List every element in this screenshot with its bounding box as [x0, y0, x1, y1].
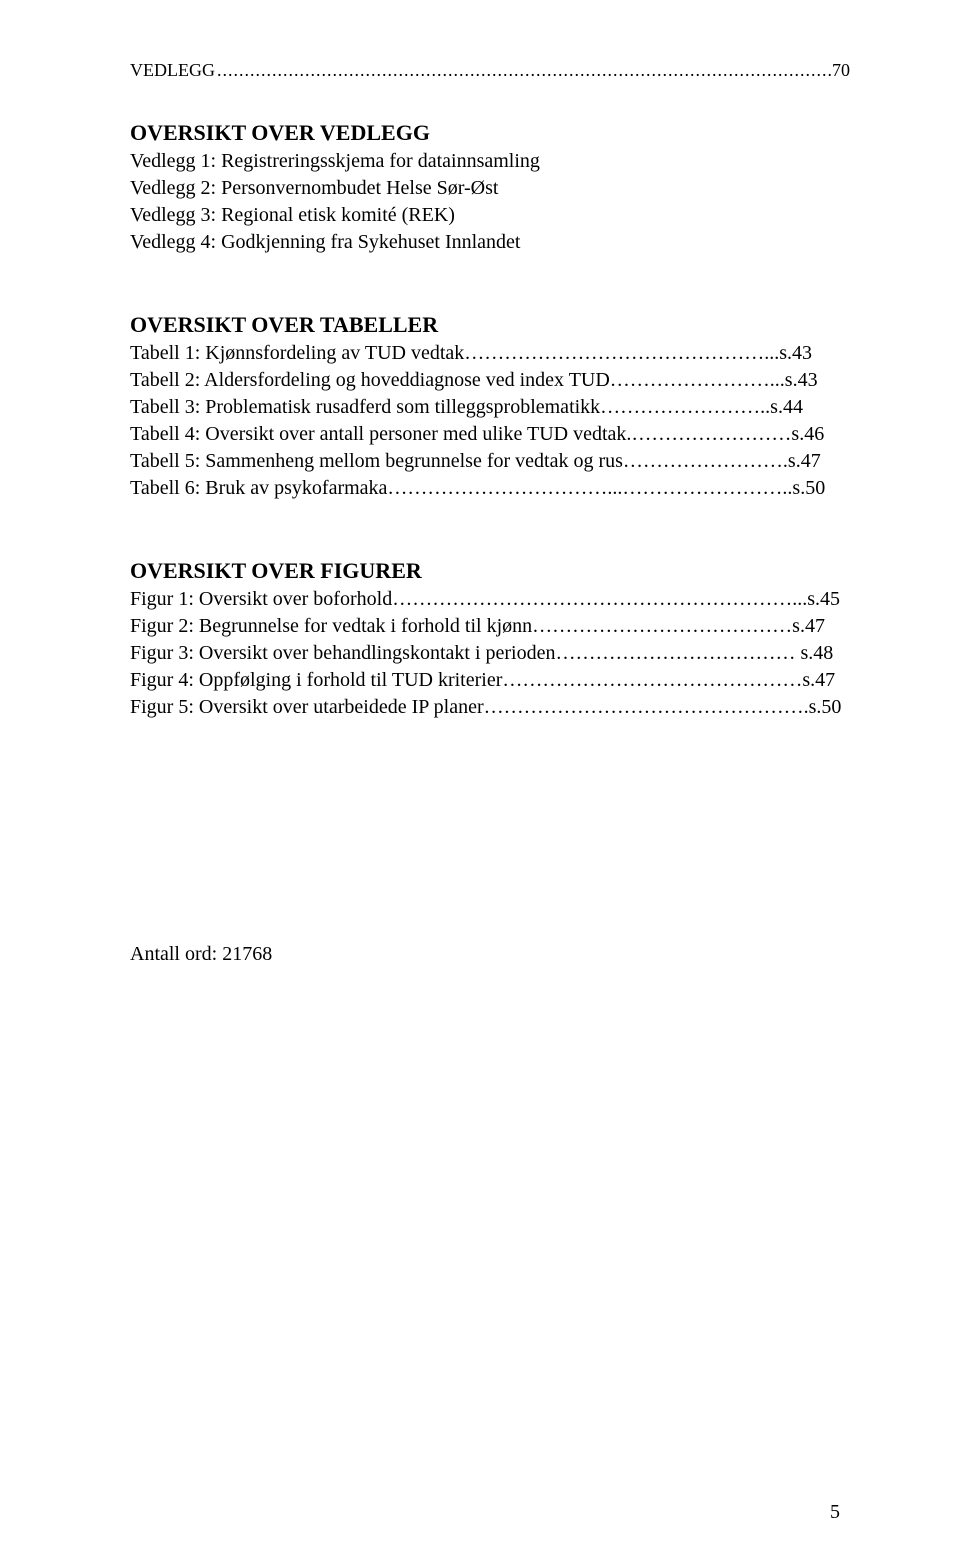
tabell-item: Tabell 2: Aldersfordeling og hoveddiagno…: [130, 367, 850, 394]
figur-item: Figur 4: Oppfølging i forhold til TUD kr…: [130, 667, 850, 694]
tabell-item: Tabell 6: Bruk av psykofarmaka……………………………: [130, 475, 850, 502]
vedlegg-item: Vedlegg 3: Regional etisk komité (REK): [130, 202, 850, 229]
vedlegg-item: Vedlegg 4: Godkjenning fra Sykehuset Inn…: [130, 229, 850, 256]
vedlegg-item: Vedlegg 1: Registreringsskjema for datai…: [130, 148, 850, 175]
figur-item: Figur 5: Oversikt over utarbeidede IP pl…: [130, 694, 850, 721]
tabell-item: Tabell 1: Kjønnsfordeling av TUD vedtak……: [130, 340, 850, 367]
vedlegg-item: Vedlegg 2: Personvernombudet Helse Sør-Ø…: [130, 175, 850, 202]
heading-vedlegg: OVERSIKT OVER VEDLEGG: [130, 120, 850, 146]
figur-item: Figur 3: Oversikt over behandlingskontak…: [130, 640, 850, 667]
toc-entry-label: VEDLEGG: [130, 58, 215, 82]
tabell-item: Tabell 5: Sammenheng mellom begrunnelse …: [130, 448, 850, 475]
toc-entry-page: 70: [832, 58, 850, 82]
figur-item: Figur 2: Begrunnelse for vedtak i forhol…: [130, 613, 850, 640]
toc-entry-vedlegg: VEDLEGG 70: [130, 58, 850, 82]
toc-dot-leader: [215, 58, 832, 82]
heading-tabeller: OVERSIKT OVER TABELLER: [130, 312, 850, 338]
tabell-item: Tabell 3: Problematisk rusadferd som til…: [130, 394, 850, 421]
tabell-item: Tabell 4: Oversikt over antall personer …: [130, 421, 850, 448]
heading-figurer: OVERSIKT OVER FIGURER: [130, 558, 850, 584]
figur-item: Figur 1: Oversikt over boforhold………………………: [130, 586, 850, 613]
word-count: Antall ord: 21768: [130, 941, 850, 968]
page-number: 5: [830, 1501, 840, 1524]
